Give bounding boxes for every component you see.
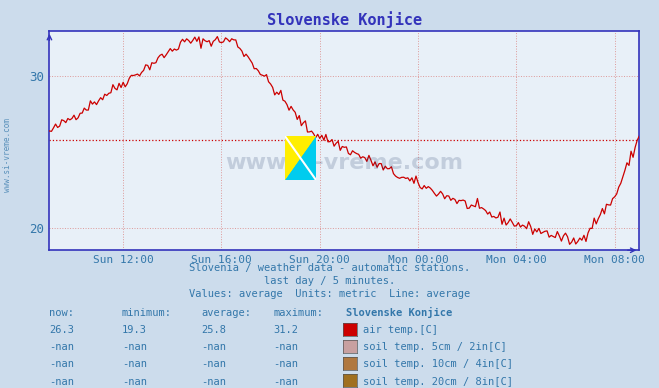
Text: Slovenia / weather data - automatic stations.: Slovenia / weather data - automatic stat… (189, 263, 470, 273)
Text: -nan: -nan (273, 359, 299, 369)
Text: average:: average: (201, 308, 251, 318)
Polygon shape (285, 136, 316, 180)
Polygon shape (285, 136, 316, 180)
Text: -nan: -nan (122, 376, 147, 386)
Text: -nan: -nan (273, 342, 299, 352)
Text: last day / 5 minutes.: last day / 5 minutes. (264, 276, 395, 286)
Text: -nan: -nan (201, 342, 226, 352)
Text: 25.8: 25.8 (201, 325, 226, 335)
Text: -nan: -nan (122, 359, 147, 369)
Text: 26.3: 26.3 (49, 325, 74, 335)
Text: -nan: -nan (122, 342, 147, 352)
Text: -nan: -nan (49, 359, 74, 369)
Polygon shape (285, 136, 316, 180)
Text: Slovenske Konjice: Slovenske Konjice (346, 307, 452, 318)
Polygon shape (285, 136, 316, 180)
Polygon shape (285, 136, 316, 180)
Bar (301, 136, 316, 180)
Text: maximum:: maximum: (273, 308, 324, 318)
Text: -nan: -nan (49, 342, 74, 352)
Text: www.si-vreme.com: www.si-vreme.com (3, 118, 13, 192)
Text: -nan: -nan (201, 359, 226, 369)
Text: Values: average  Units: metric  Line: average: Values: average Units: metric Line: aver… (189, 289, 470, 299)
Text: -nan: -nan (273, 376, 299, 386)
Bar (301, 136, 316, 180)
Text: -nan: -nan (49, 376, 74, 386)
Text: -nan: -nan (201, 376, 226, 386)
Text: now:: now: (49, 308, 74, 318)
Text: www.si-vreme.com: www.si-vreme.com (225, 152, 463, 173)
Title: Slovenske Konjice: Slovenske Konjice (267, 12, 422, 28)
Text: 31.2: 31.2 (273, 325, 299, 335)
Text: soil temp. 10cm / 4in[C]: soil temp. 10cm / 4in[C] (363, 359, 513, 369)
Text: soil temp. 20cm / 8in[C]: soil temp. 20cm / 8in[C] (363, 376, 513, 386)
Text: air temp.[C]: air temp.[C] (363, 325, 438, 335)
Text: 19.3: 19.3 (122, 325, 147, 335)
Text: soil temp. 5cm / 2in[C]: soil temp. 5cm / 2in[C] (363, 342, 507, 352)
Text: minimum:: minimum: (122, 308, 172, 318)
